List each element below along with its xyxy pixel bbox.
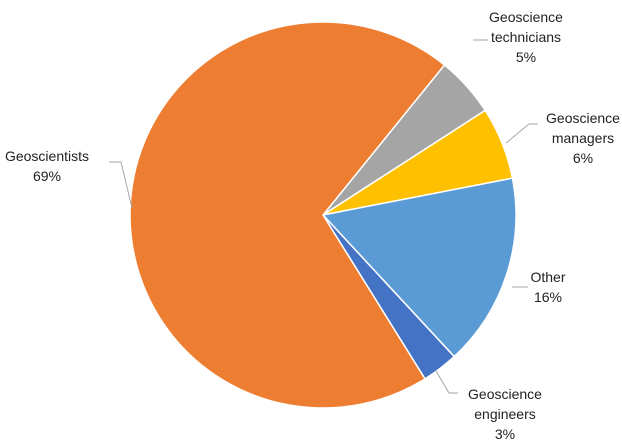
pie-slice-other	[321, 177, 517, 358]
data-label-category: technicians	[491, 29, 561, 45]
data-label-value: 5%	[516, 49, 536, 65]
leader-line	[505, 123, 538, 144]
data-label-category: Geoscience	[546, 110, 620, 126]
data-label: Geoscience managers 6%	[546, 110, 620, 166]
data-labels-layer: Geoscience technicians 5% Geoscience manager…	[5, 9, 620, 442]
slices-layer	[129, 21, 517, 409]
data-label-category: managers	[552, 130, 614, 146]
data-label-value: 69%	[33, 168, 61, 184]
data-label: Geoscientists 69%	[5, 148, 89, 184]
data-label-value: 16%	[534, 289, 562, 305]
data-label: Other 16%	[530, 269, 565, 305]
data-label: Geoscience engineers 3%	[468, 386, 542, 442]
data-label-category: Geoscience	[468, 386, 542, 402]
data-label: Geoscience technicians 5%	[489, 9, 563, 65]
data-label-category: Geoscientists	[5, 148, 89, 164]
data-label-value: 6%	[573, 150, 593, 166]
leader-line	[435, 370, 458, 394]
leader-lines-layer	[109, 39, 538, 394]
data-label-category: engineers	[474, 406, 536, 422]
data-label-category: Geoscience	[489, 9, 563, 25]
data-label-value: 3%	[495, 426, 515, 442]
data-label-category: Other	[530, 269, 565, 285]
leader-line	[109, 161, 133, 209]
